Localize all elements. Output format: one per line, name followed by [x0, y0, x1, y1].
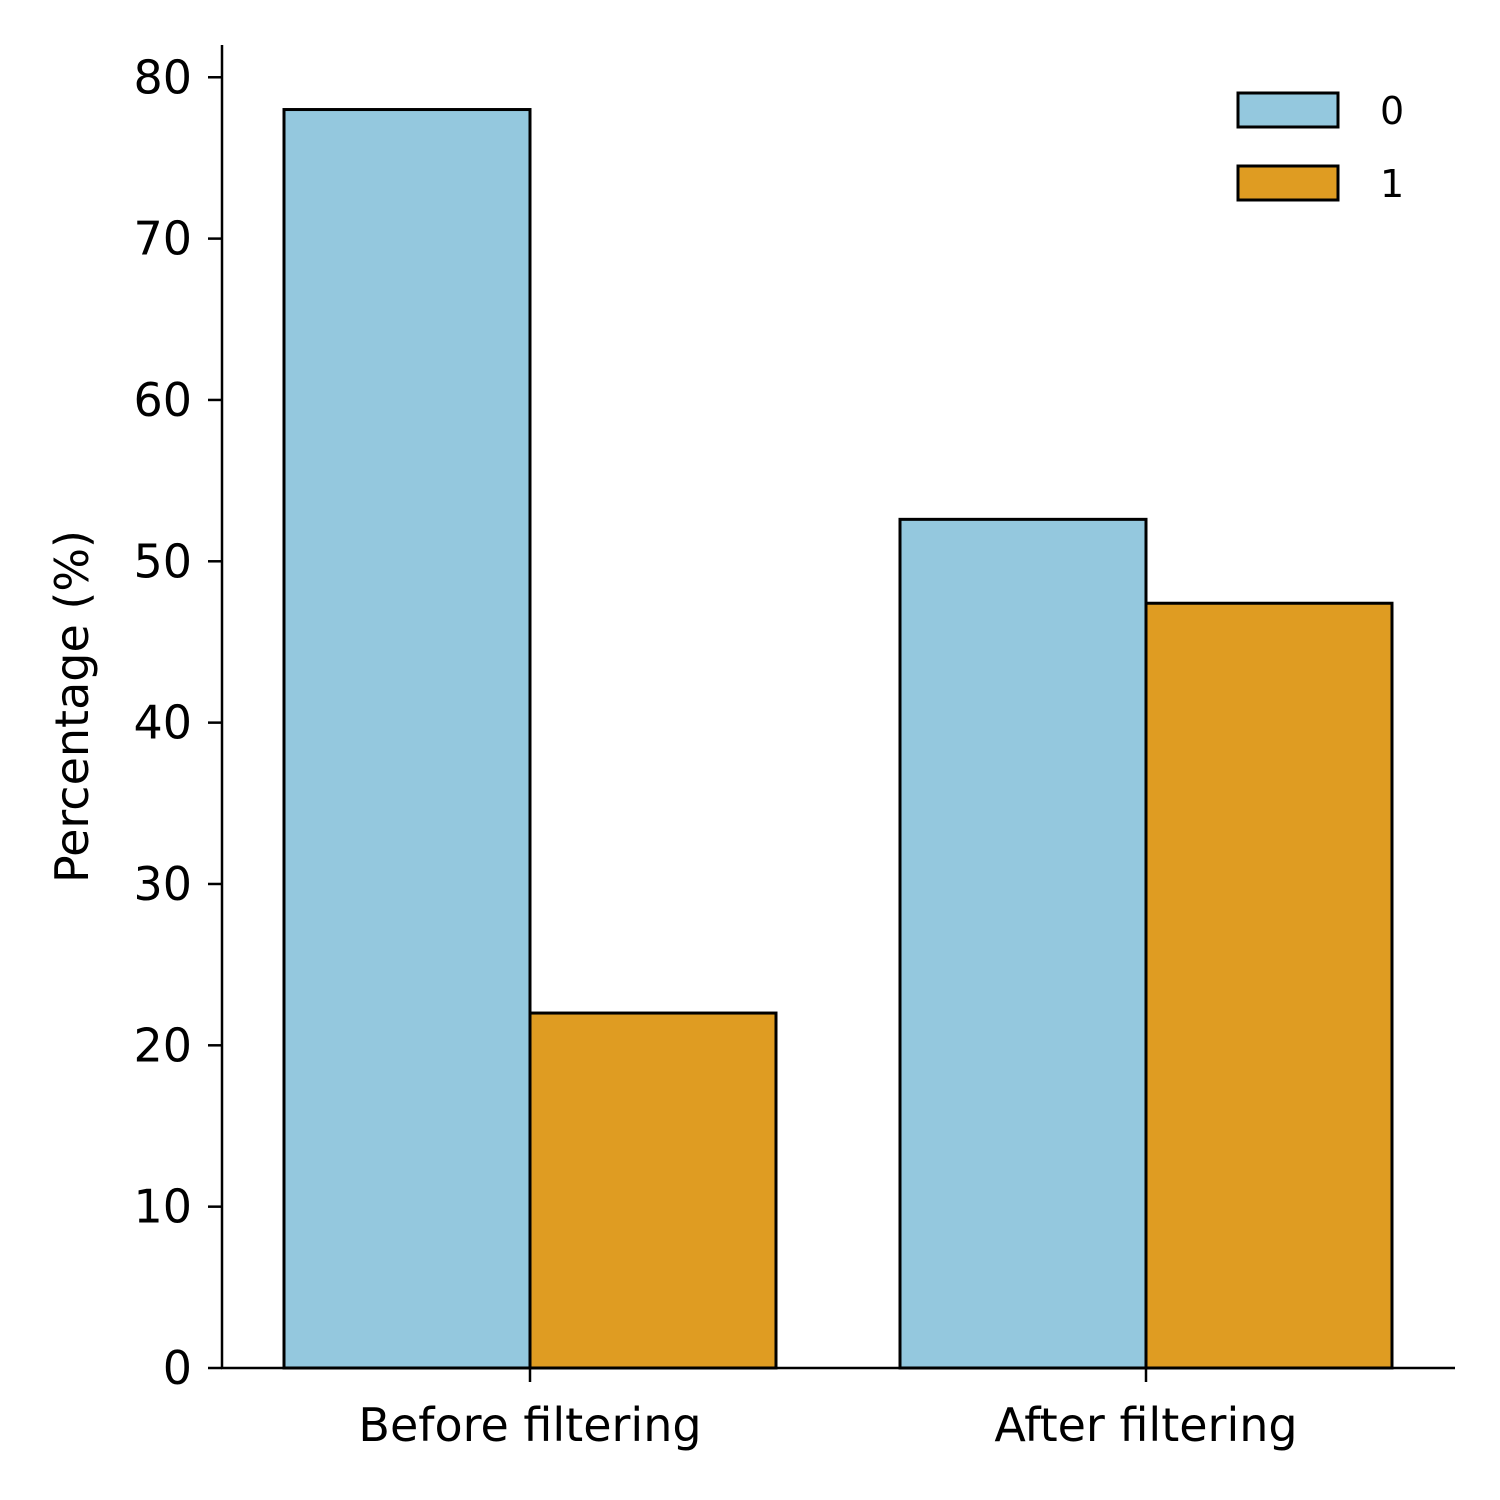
legend-swatch-0	[1236, 91, 1340, 129]
x-tick-label: After filtering	[994, 1398, 1297, 1452]
bar-series-0-after-filtering	[898, 517, 1148, 1370]
y-tick-label: 70	[133, 212, 192, 266]
y-tick-label: 50	[133, 534, 192, 588]
bars-group	[282, 108, 1394, 1370]
bar-series-1-before-filtering	[528, 1011, 778, 1370]
legend-swatch-1	[1236, 164, 1340, 202]
y-tick-label: 20	[133, 1018, 192, 1072]
bar-series-0-before-filtering	[282, 108, 532, 1370]
x-tick-label: Before filtering	[358, 1398, 701, 1452]
y-tick-label: 80	[133, 50, 192, 104]
bar-series-1-after-filtering	[1144, 601, 1394, 1370]
y-axis-title: Percentage (%)	[45, 530, 99, 883]
legend: 01	[1236, 89, 1404, 206]
y-tick-label: 60	[133, 373, 192, 427]
y-tick-label: 0	[163, 1341, 192, 1395]
y-tick-label: 10	[133, 1180, 192, 1234]
legend-label-1: 1	[1380, 162, 1404, 206]
y-ticks-group: 0 10 20 30 40 50 60 70 80	[133, 50, 222, 1395]
legend-label-0: 0	[1380, 89, 1404, 133]
axes-group	[220, 45, 1455, 1370]
y-tick-label: 40	[133, 696, 192, 750]
y-tick-label: 30	[133, 857, 192, 911]
x-ticks-group: Before filtering After filtering	[358, 1368, 1298, 1452]
